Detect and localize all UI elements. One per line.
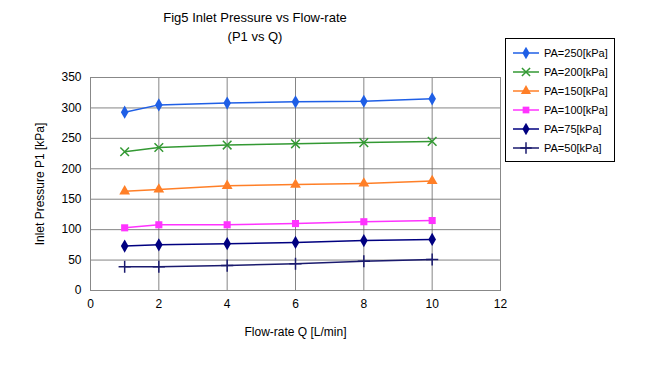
html-text:PA=75[kPa]: PA=75[kPa] <box>544 122 602 135</box>
svg-text:12: 12 <box>494 297 508 311</box>
svg-text:4: 4 <box>224 297 231 311</box>
html-text:PA=100[kPa]: PA=100[kPa] <box>544 103 608 116</box>
svg-text:350: 350 <box>61 70 81 84</box>
html-text:Fig5 Inlet Pressure vs Flow-ra: Fig5 Inlet Pressure vs Flow-rate <box>163 10 347 25</box>
svg-text:2: 2 <box>155 297 162 311</box>
html-text:PA=50[kPa]: PA=50[kPa] <box>544 141 602 154</box>
svg-text:250: 250 <box>61 131 81 145</box>
svg-text:300: 300 <box>61 101 81 115</box>
svg-text:0: 0 <box>87 297 94 311</box>
html-text:(P1 vs Q): (P1 vs Q) <box>227 29 283 44</box>
html-text:PA=200[kPa]: PA=200[kPa] <box>544 65 608 78</box>
svg-text:8: 8 <box>360 297 367 311</box>
svg-text:10: 10 <box>425 297 439 311</box>
svg-text:200: 200 <box>61 162 81 176</box>
svg-text:6: 6 <box>292 297 299 311</box>
svg-text:Inlet Pressure P1 [kPa]: Inlet Pressure P1 [kPa] <box>33 123 47 246</box>
svg-text:100: 100 <box>61 222 81 236</box>
svg-text:150: 150 <box>61 192 81 206</box>
svg-text:50: 50 <box>68 253 82 267</box>
html-text:PA=250[kPa]: PA=250[kPa] <box>544 46 608 59</box>
svg-text:0: 0 <box>75 283 82 297</box>
svg-text:Flow-rate Q [L/min]: Flow-rate Q [L/min] <box>244 325 346 339</box>
html-text:PA=150[kPa]: PA=150[kPa] <box>544 84 608 97</box>
